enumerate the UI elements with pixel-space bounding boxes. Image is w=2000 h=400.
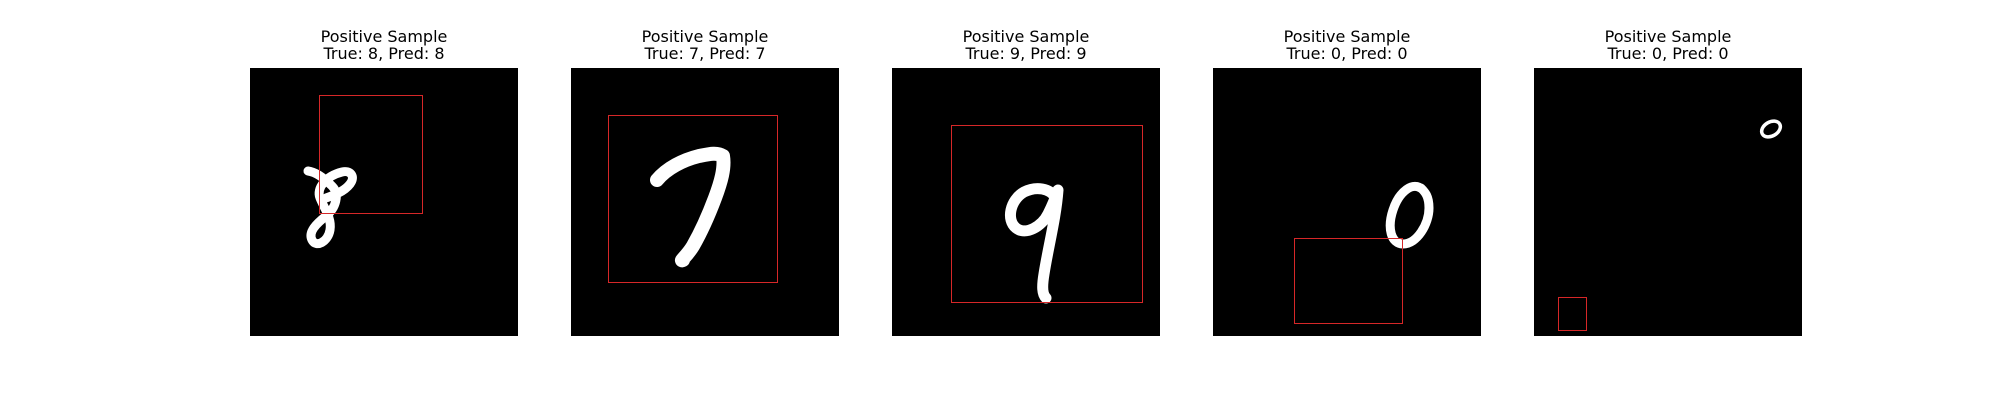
digit-image	[571, 68, 839, 336]
digit-0-drawing	[1385, 181, 1434, 249]
digit-image	[892, 68, 1160, 336]
digit-9-drawing	[1004, 183, 1064, 304]
panel-title: Positive Sample True: 7, Pred: 7	[531, 28, 879, 62]
panel-title: Positive Sample True: 9, Pred: 9	[852, 28, 1200, 62]
digit-8-drawing	[303, 166, 357, 249]
label-line: True: 7, Pred: 7	[644, 44, 766, 63]
sample-panel-1: Positive Sample True: 8, Pred: 8	[250, 0, 518, 400]
sample-panel-5: Positive Sample True: 0, Pred: 0	[1534, 0, 1802, 400]
label-line: True: 9, Pred: 9	[965, 44, 1087, 63]
sample-panel-3: Positive Sample True: 9, Pred: 9	[892, 0, 1160, 400]
title-line: Positive Sample	[1283, 27, 1411, 46]
panel-title: Positive Sample True: 0, Pred: 0	[1173, 28, 1521, 62]
title-line: Positive Sample	[962, 27, 1090, 46]
label-line: True: 0, Pred: 0	[1286, 44, 1408, 63]
digit-0-small-drawing	[1759, 119, 1783, 139]
sample-panel-4: Positive Sample True: 0, Pred: 0	[1213, 0, 1481, 400]
bounding-box	[319, 95, 423, 214]
panel-title: Positive Sample True: 0, Pred: 0	[1494, 28, 1842, 62]
title-line: Positive Sample	[320, 27, 448, 46]
bounding-box	[951, 125, 1143, 303]
digit-image	[1213, 68, 1481, 336]
digit-image	[1534, 68, 1802, 336]
label-line: True: 8, Pred: 8	[323, 44, 445, 63]
bounding-box	[1294, 238, 1403, 324]
panel-title: Positive Sample True: 8, Pred: 8	[210, 28, 558, 62]
title-line: Positive Sample	[641, 27, 769, 46]
label-line: True: 0, Pred: 0	[1607, 44, 1729, 63]
bounding-box	[608, 115, 778, 283]
sample-panel-2: Positive Sample True: 7, Pred: 7	[571, 0, 839, 400]
title-line: Positive Sample	[1604, 27, 1732, 46]
digit-7-drawing	[650, 146, 731, 268]
bounding-box	[1558, 297, 1587, 331]
digit-image	[250, 68, 518, 336]
